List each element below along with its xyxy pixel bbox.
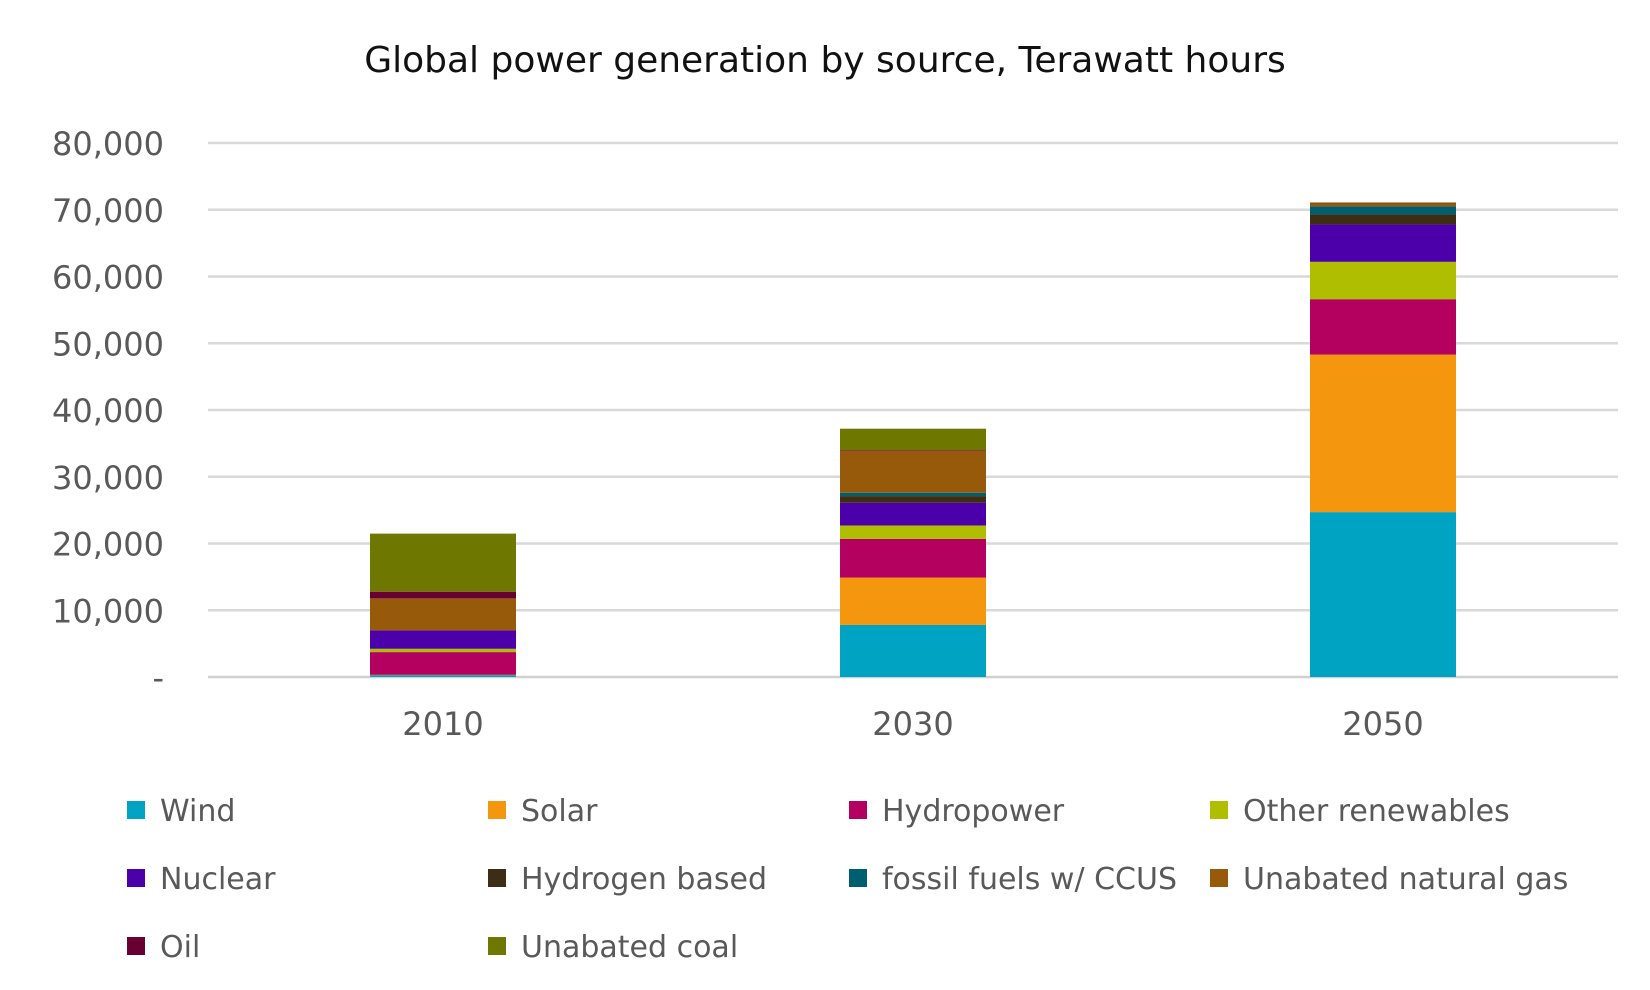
- bar-segment: [370, 674, 516, 677]
- bar-segment: [370, 652, 516, 675]
- legend-swatch: [1210, 801, 1228, 819]
- legend-swatch: [127, 937, 145, 955]
- x-tick-label: 2050: [1342, 705, 1423, 743]
- legend: Wind Solar Hydropower Other renewables Nucle…: [127, 794, 1568, 965]
- bar-segment: [840, 450, 986, 451]
- legend-item: Hydrogen based: [488, 862, 767, 897]
- legend-item: Solar: [488, 794, 598, 829]
- legend-label: Unabated natural gas: [1243, 862, 1568, 897]
- bar-segment: [1310, 299, 1456, 355]
- legend-swatch: [488, 801, 506, 819]
- bar-segment: [840, 492, 986, 497]
- legend-label: fossil fuels w/ CCUS: [882, 862, 1177, 897]
- legend-item: Wind: [127, 794, 235, 829]
- legend-label: Unabated coal: [521, 930, 738, 965]
- x-tick-label: 2030: [872, 705, 953, 743]
- bar-segment: [840, 577, 986, 625]
- chart-title: Global power generation by source, Teraw…: [364, 40, 1286, 81]
- legend-swatch: [488, 937, 506, 955]
- bar-segment: [1310, 206, 1456, 215]
- legend-item: fossil fuels w/ CCUS: [849, 862, 1177, 897]
- legend-swatch: [849, 869, 867, 887]
- bar-segment: [1310, 202, 1456, 204]
- bar-segment: [840, 502, 986, 526]
- y-tick-label: 70,000: [52, 192, 164, 230]
- legend-item: Other renewables: [1210, 794, 1510, 829]
- legend-item: Oil: [127, 930, 200, 965]
- y-tick-label: 10,000: [52, 592, 164, 630]
- legend-swatch: [488, 869, 506, 887]
- y-tick-label: 60,000: [52, 259, 164, 297]
- bar-segment: [840, 450, 986, 493]
- bar-segment: [370, 591, 516, 599]
- bar-segment: [1310, 354, 1456, 513]
- y-tick-label: -: [152, 659, 164, 697]
- legend-label: Hydrogen based: [521, 862, 767, 897]
- legend-item: Hydropower: [849, 794, 1065, 829]
- legend-item: Nuclear: [127, 862, 276, 897]
- bar-segment: [370, 630, 516, 649]
- y-tick-label: 40,000: [52, 392, 164, 430]
- bar-segment: [370, 533, 516, 592]
- y-tick-label: 50,000: [52, 325, 164, 363]
- y-tick-label: 20,000: [52, 526, 164, 564]
- legend-swatch: [849, 801, 867, 819]
- bar-segment: [1310, 214, 1456, 225]
- legend-item: Unabated natural gas: [1210, 862, 1568, 897]
- bar-segment: [1310, 202, 1456, 203]
- bar-segment: [370, 598, 516, 631]
- bar-segment: [1310, 512, 1456, 677]
- legend-label: Nuclear: [160, 862, 276, 897]
- y-tick-label: 80,000: [52, 125, 164, 163]
- bar-segment: [1310, 261, 1456, 300]
- bar-segment: [1310, 203, 1456, 207]
- legend-swatch: [1210, 869, 1228, 887]
- legend-swatch: [127, 801, 145, 819]
- bar-segment: [1310, 224, 1456, 262]
- legend-label: Solar: [521, 794, 598, 829]
- x-tick-label: 2010: [402, 705, 483, 743]
- bar-segment: [840, 525, 986, 539]
- bar-segment: [840, 428, 986, 451]
- legend-label: Wind: [160, 794, 235, 829]
- bar-segment: [370, 648, 516, 653]
- legend-label: Other renewables: [1243, 794, 1510, 829]
- y-axis-tick-labels: - 10,000 20,000 30,000 40,000 50,000 60,000 70,…: [52, 125, 164, 697]
- bar-segment: [840, 496, 986, 503]
- bar-segment: [840, 624, 986, 677]
- bar-segment: [840, 538, 986, 578]
- legend-item: Unabated coal: [488, 930, 738, 965]
- legend-label: Oil: [160, 930, 200, 965]
- x-axis-tick-labels: 2010 2030 2050: [402, 705, 1423, 743]
- y-tick-label: 30,000: [52, 459, 164, 497]
- bar-segment: [370, 674, 516, 676]
- legend-swatch: [127, 869, 145, 887]
- legend-label: Hydropower: [882, 794, 1065, 829]
- stacked-bars: [370, 202, 1456, 677]
